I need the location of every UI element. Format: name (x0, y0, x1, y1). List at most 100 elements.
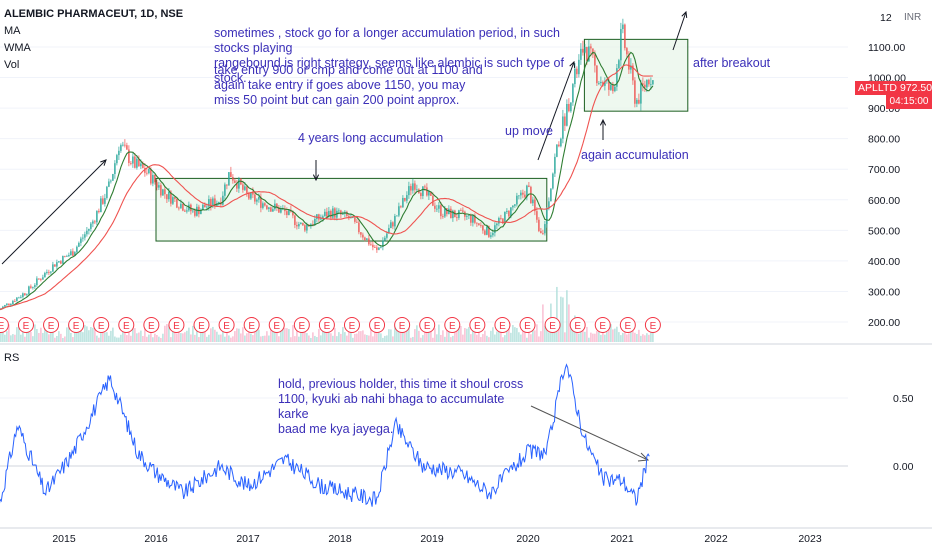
after-breakout-label[interactable]: after breakout (693, 56, 771, 70)
volume-bar (78, 325, 80, 342)
candle-body (312, 224, 314, 225)
candle-body (620, 29, 622, 61)
candle-body (128, 149, 130, 163)
accumulation-box (155, 177, 548, 242)
candle-body (644, 84, 646, 88)
candle-body (420, 193, 422, 197)
volume-bar (422, 335, 424, 342)
volume-bar (224, 336, 226, 342)
candle-body (296, 224, 298, 227)
candle-body (634, 80, 636, 104)
volume-bar (8, 324, 10, 342)
volume-bar (44, 324, 46, 342)
volume-bar (302, 329, 304, 342)
volume-bar (578, 333, 580, 342)
volume-bar (360, 331, 362, 342)
earnings-marker (43, 317, 60, 333)
volume-bar (606, 331, 608, 342)
volume-bar (252, 335, 254, 342)
candle-body (570, 102, 572, 112)
rs-note[interactable]: hold, previous holder, this time it shou… (278, 377, 524, 436)
indicator-wma-label[interactable]: WMA (4, 42, 31, 54)
volume-bar (378, 325, 380, 342)
volume-bar (6, 331, 8, 342)
earnings-marker (494, 317, 511, 333)
volume-bar (424, 325, 426, 342)
earnings-marker (419, 317, 436, 333)
candle-body (564, 116, 566, 126)
volume-bar (116, 337, 118, 342)
rs-pane-label[interactable]: RS (4, 352, 20, 364)
volume-bar (48, 334, 50, 342)
volume-bar (414, 329, 416, 342)
earnings-marker-glyph: E (98, 321, 105, 332)
candle-body (622, 24, 624, 30)
top-note[interactable]: sometimes , stock go for a longer accumu… (214, 26, 564, 85)
candle-body (182, 203, 184, 211)
candle-body (652, 80, 654, 85)
volume-bar (204, 326, 206, 342)
indicator-ma-label[interactable]: MA (4, 25, 21, 37)
volume-bar (338, 332, 340, 342)
price-tick-label-partial: 12 (880, 12, 892, 24)
candle-body (462, 210, 464, 212)
up-move-label[interactable]: up move (505, 124, 553, 138)
indicator-vol-label[interactable]: Vol (4, 59, 20, 71)
volume-bar (478, 326, 480, 342)
candle-body (368, 238, 370, 245)
candle-body (34, 285, 36, 288)
volume-bar (650, 324, 652, 342)
earnings-marker (268, 317, 285, 333)
volume-bar (470, 334, 472, 342)
volume-bar (408, 327, 410, 342)
volume-bar (150, 324, 152, 342)
price-tick-label: 500.00 (868, 225, 900, 237)
earnings-marker (644, 317, 661, 333)
volume-bar (646, 333, 648, 342)
candle-body (648, 79, 650, 85)
candle-body (450, 208, 452, 219)
volume-bar (482, 334, 484, 342)
candle-body (28, 286, 30, 295)
earnings-marker (343, 317, 360, 333)
candle-body (12, 301, 14, 305)
candle-body (392, 222, 394, 227)
time-tick-label: 2018 (328, 533, 352, 545)
volume-bar (148, 334, 150, 342)
candle-body (626, 48, 628, 55)
earnings-marker (17, 317, 34, 333)
time-tick-label: 2022 (704, 533, 728, 545)
accumulation-label[interactable]: 4 years long accumulation (298, 131, 444, 145)
volume-bar (396, 325, 398, 342)
time-axis[interactable]: 2015 2016 2017 2018 2019 2020 2021 2022 2023 (52, 533, 822, 545)
volume-bar (114, 336, 116, 342)
volume-bar (638, 329, 640, 342)
candle-body (504, 211, 506, 224)
volume-bar (214, 329, 216, 342)
volume-bar (186, 330, 188, 342)
candle-body (404, 197, 406, 201)
volume-bar (480, 337, 482, 342)
candle-body (196, 206, 198, 216)
candle-body (546, 208, 548, 225)
candle-body (472, 215, 474, 223)
volume-bar (442, 330, 444, 342)
candle-body (642, 83, 644, 85)
volume-bar (600, 334, 602, 342)
candle-body (604, 81, 606, 86)
volume-bar (536, 324, 538, 342)
entry-note[interactable]: take entry 900 or cmp and come out at 11… (214, 63, 483, 107)
volume-bar (616, 326, 618, 342)
volume-bar (64, 336, 66, 342)
volume-bar (492, 327, 494, 342)
again-accumulation-label[interactable]: again accumulation (581, 148, 689, 162)
volume-bar (284, 327, 286, 342)
time-tick-label: 2023 (798, 533, 822, 545)
candle-body (104, 198, 106, 204)
volume-bar (132, 328, 134, 342)
earnings-marker-glyph: E (474, 321, 481, 332)
symbol-title[interactable]: ALEMBIC PHARMACEUT, 1D, NSE (4, 8, 184, 20)
candle-body (148, 169, 150, 174)
